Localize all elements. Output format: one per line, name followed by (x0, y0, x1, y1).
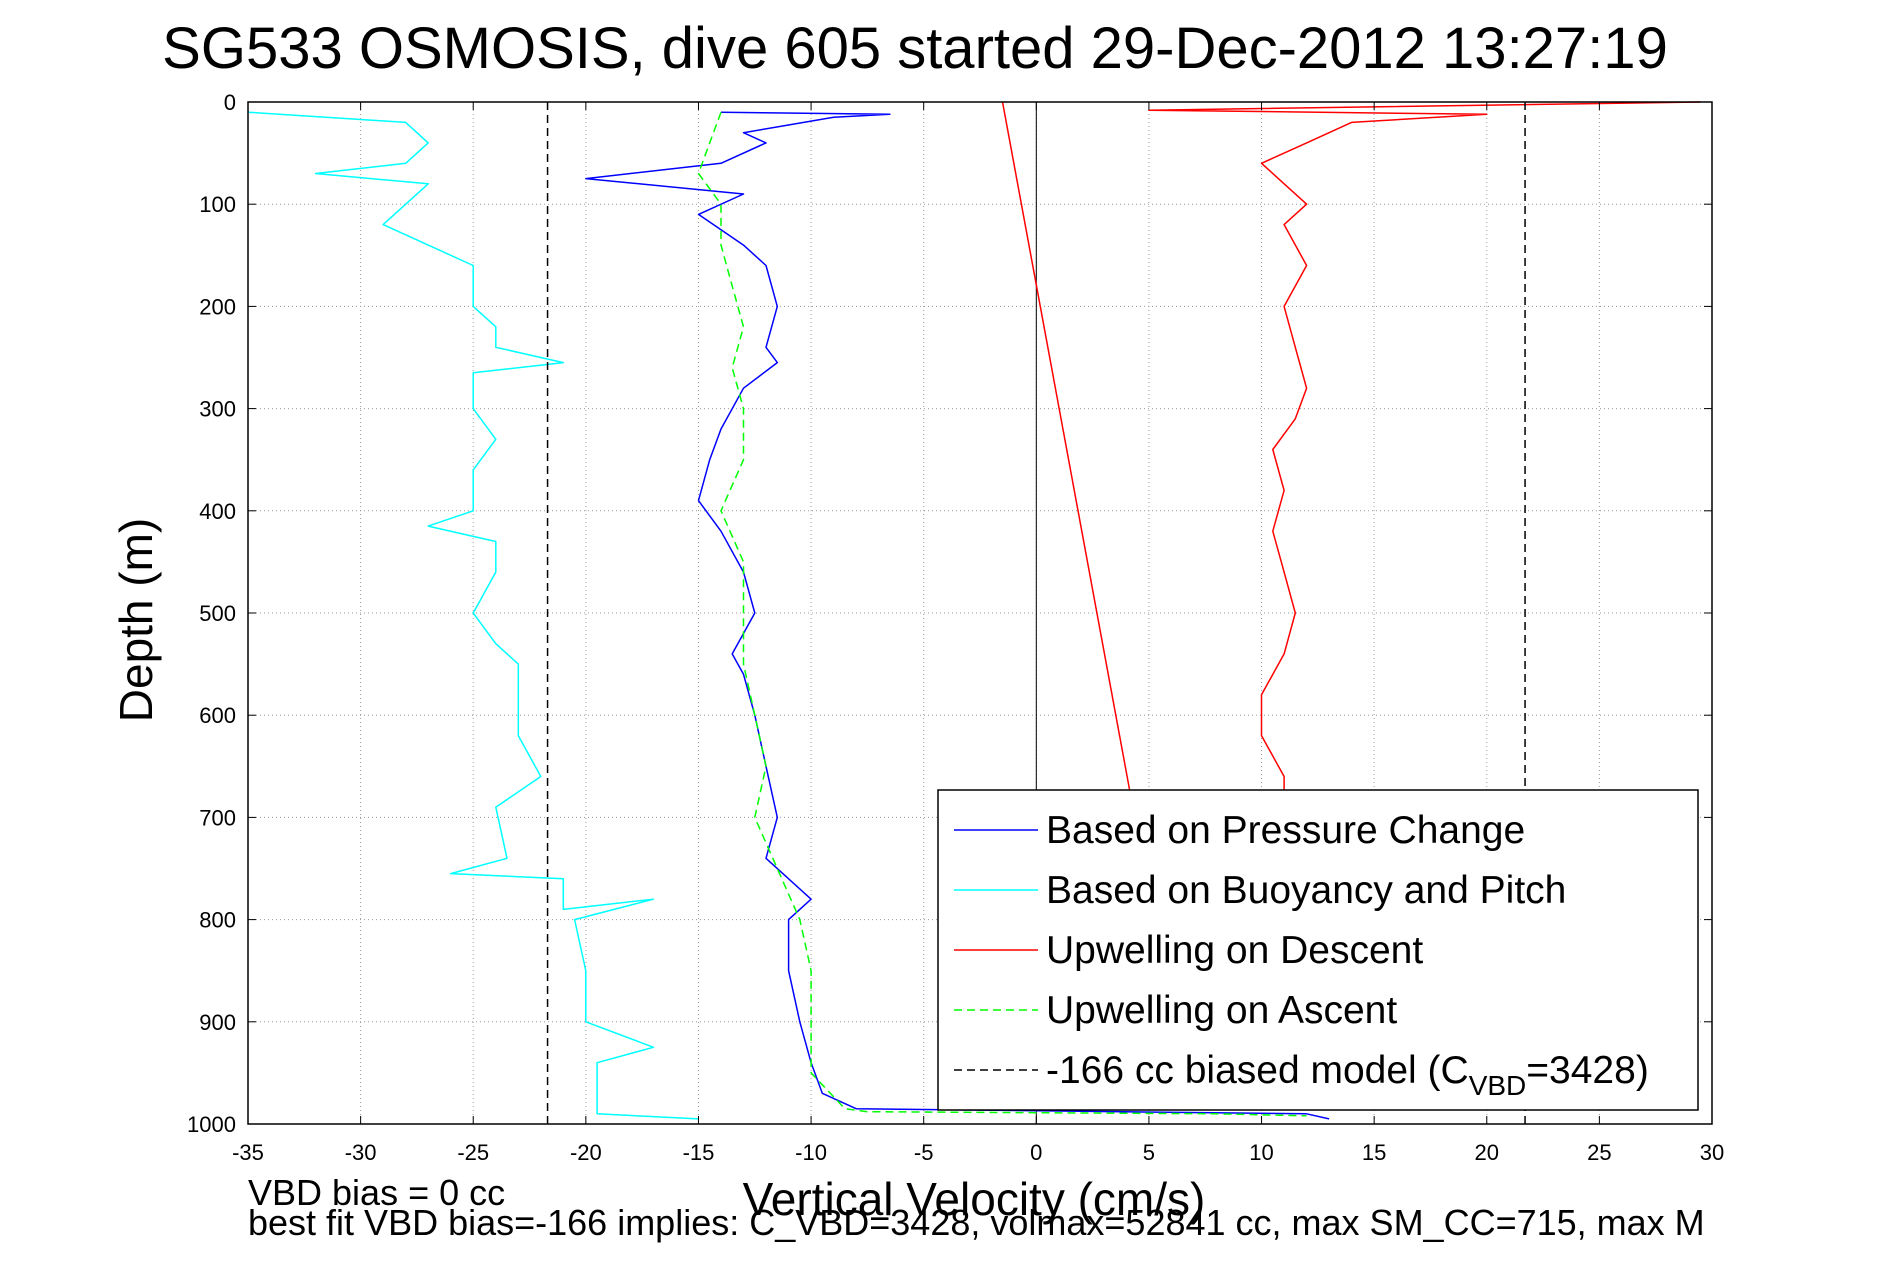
y-tick-label: 100 (199, 192, 236, 217)
legend: Based on Pressure Change Based on Buoyanc… (937, 789, 1699, 1111)
y-tick-label: 0 (224, 90, 236, 115)
legend-box (937, 789, 1699, 1111)
x-tick-label: -5 (914, 1140, 934, 1165)
x-tick-label: 5 (1143, 1140, 1155, 1165)
y-tick-label: 400 (199, 499, 236, 524)
axes: -35 -30 -25 -20 -15 -10 -5 0 5 10 15 20 25 3001002003… (187, 90, 1724, 1165)
x-tick-label: 0 (1030, 1140, 1042, 1165)
y-tick-label: 600 (199, 703, 236, 728)
x-tick-label: 10 (1249, 1140, 1273, 1165)
legend-label: -166 cc biased model (CVBD=3428) (1046, 1049, 1649, 1101)
series-line-2 (1148, 101, 1701, 797)
legend-label: Upwelling on Ascent (1046, 989, 1397, 1032)
descent-fit-line (1001, 101, 1132, 798)
footer-line-2: best fit VBD bias=-166 implies: C_VBD=34… (248, 1202, 1705, 1243)
legend-label: Upwelling on Descent (1046, 929, 1423, 972)
series-line-0 (585, 111, 1330, 1120)
legend-label: Based on Buoyancy and Pitch (1046, 869, 1566, 912)
y-tick-label: 900 (199, 1010, 236, 1035)
x-tick-label: -15 (683, 1140, 715, 1165)
plot-frame (247, 101, 1713, 1125)
x-tick-label: 30 (1700, 1140, 1724, 1165)
x-tick-label: -25 (457, 1140, 489, 1165)
x-tick-label: -30 (345, 1140, 377, 1165)
y-axis-label: Depth (m) (110, 518, 162, 722)
x-tick-label: 25 (1587, 1140, 1611, 1165)
y-tick-label: 200 (199, 294, 236, 319)
x-tick-label: -20 (570, 1140, 602, 1165)
series-line-3 (697, 111, 1307, 1117)
series-line-1 (247, 111, 699, 1120)
footer-line-1: VBD bias = 0 cc (248, 1172, 506, 1213)
y-tick-label: 300 (199, 397, 236, 422)
x-tick-label: 20 (1475, 1140, 1499, 1165)
y-tick-label: 500 (199, 601, 236, 626)
x-tick-label: -10 (795, 1140, 827, 1165)
y-tick-label: 800 (199, 908, 236, 933)
footer-notes: VBD bias = 0 cc best fit VBD bias=-166 i… (248, 1172, 1705, 1243)
x-axis-label: Vertical Velocity (cm/s) (743, 1173, 1206, 1225)
y-tick-label: 700 (199, 805, 236, 830)
x-tick-label: -35 (232, 1140, 264, 1165)
legend-label: Based on Pressure Change (1046, 809, 1525, 852)
chart-title: SG533 OSMOSIS, dive 605 started 29-Dec-2… (162, 16, 1668, 81)
x-tick-label: 15 (1362, 1140, 1386, 1165)
y-tick-label: 1000 (187, 1112, 236, 1137)
